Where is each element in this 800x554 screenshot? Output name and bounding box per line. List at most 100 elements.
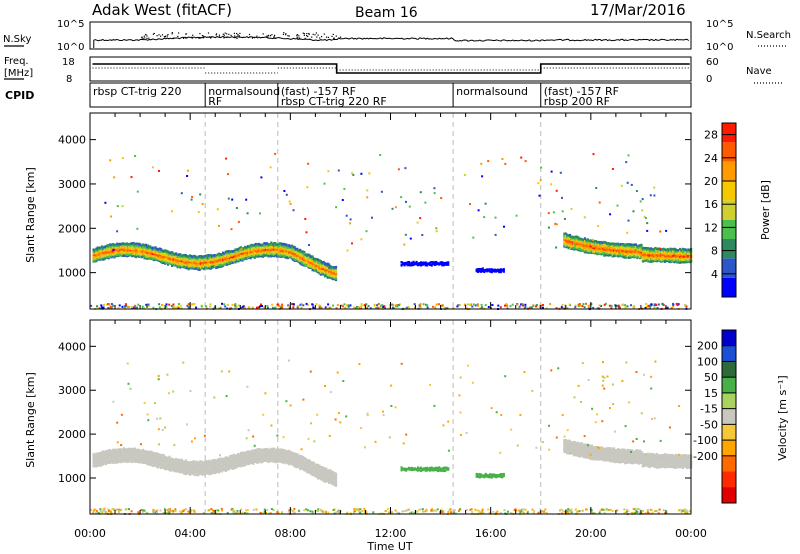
- power-cell: [246, 248, 249, 252]
- power-noise: [340, 304, 343, 307]
- power-cell: [669, 251, 672, 255]
- power-cell: [568, 242, 571, 245]
- vel-cell: [224, 458, 227, 461]
- vel-cell: [332, 480, 335, 484]
- power-cell: [106, 250, 109, 254]
- nsearch-point: [283, 32, 285, 34]
- power-noise: [373, 304, 376, 307]
- power-sporadic: [225, 157, 228, 160]
- power-cell: [311, 265, 314, 269]
- vel-cell: [155, 452, 159, 455]
- power-cell: [481, 267, 484, 270]
- vel-cell: [252, 460, 255, 463]
- power-cell: [286, 250, 289, 253]
- power-cell: [150, 256, 153, 259]
- power-cell: [93, 254, 97, 258]
- vel-cell: [319, 476, 322, 480]
- power-cell: [132, 250, 135, 253]
- vel-cell: [100, 463, 103, 466]
- power-sporadic: [440, 197, 443, 199]
- freq-unit: [MHz]: [4, 68, 33, 79]
- vel-cell: [168, 455, 171, 459]
- power-cell: [100, 248, 103, 252]
- power-cell: [100, 245, 103, 248]
- vel-cell: [246, 450, 249, 453]
- power-cell: [330, 266, 333, 269]
- power-sporadic: [283, 190, 286, 192]
- vel-cell: [328, 476, 331, 479]
- power-cell: [260, 248, 263, 251]
- power-cell: [103, 248, 106, 252]
- power-cell: [445, 263, 448, 266]
- power-cell: [275, 248, 278, 251]
- power-noise: [566, 307, 569, 310]
- power-cell: [226, 263, 229, 266]
- power-sporadic: [653, 186, 656, 189]
- power-cell: [630, 245, 633, 249]
- vel-cell: [261, 458, 265, 461]
- vel-cell: [197, 461, 200, 465]
- power-noise: [306, 304, 309, 306]
- power-cell: [136, 242, 139, 246]
- vel-cell: [198, 472, 201, 475]
- power-cell: [652, 259, 655, 263]
- power-cell: [283, 252, 287, 255]
- power-noise: [281, 307, 283, 310]
- power-cell: [165, 261, 168, 264]
- power-cell: [643, 249, 646, 253]
- vel-cell: [330, 480, 333, 484]
- power-cell: [107, 244, 110, 247]
- power-sporadic: [404, 233, 407, 236]
- vel-cell: [289, 451, 292, 454]
- power-cell: [652, 252, 655, 256]
- power-cell: [593, 246, 596, 250]
- power-cell: [154, 254, 157, 258]
- power-cell: [238, 253, 241, 257]
- power-cell: [245, 250, 248, 253]
- vel-cell: [113, 458, 116, 462]
- vel-cell: [237, 463, 240, 467]
- power-cell: [257, 247, 260, 250]
- nsearch-point: [315, 32, 317, 34]
- power-cell: [110, 248, 113, 252]
- vel-cell: [150, 455, 153, 458]
- power-noise: [398, 303, 401, 306]
- power-cell: [326, 273, 329, 276]
- power-cell: [122, 254, 125, 257]
- vel-cell: [241, 455, 244, 458]
- power-cell: [215, 254, 218, 258]
- nsearch-point: [299, 37, 301, 39]
- power-cell: [641, 256, 644, 259]
- power-cell: [683, 250, 686, 254]
- power-cell: [235, 257, 238, 261]
- power-cell: [590, 241, 593, 245]
- vel-cell: [312, 466, 316, 469]
- power-cell: [412, 263, 415, 266]
- power-cell: [202, 257, 205, 260]
- vel-cell: [256, 454, 259, 457]
- vel-cell: [224, 469, 227, 473]
- vel-cell: [125, 448, 128, 452]
- power-cell: [136, 254, 139, 257]
- power-noise: [256, 306, 258, 309]
- power-noise: [516, 303, 519, 306]
- power-noise: [541, 304, 544, 306]
- power-cell: [98, 246, 101, 250]
- power-cell: [288, 244, 291, 247]
- power-cell: [228, 262, 232, 265]
- power-noise: [396, 305, 399, 308]
- vel-cell: [563, 450, 566, 453]
- power-cell: [182, 263, 185, 267]
- power-cell: [622, 255, 625, 259]
- power-cell: [588, 246, 591, 250]
- vel-cell: [312, 461, 316, 465]
- power-cell: [659, 248, 662, 252]
- power-cell: [237, 252, 240, 256]
- vel-cell: [318, 464, 321, 468]
- power-cell: [579, 247, 582, 251]
- power-cell: [581, 246, 584, 249]
- power-cell: [333, 277, 336, 281]
- power-colorbar-swatch: [722, 258, 736, 278]
- power-cell: [683, 258, 686, 261]
- power-sporadic: [433, 187, 436, 190]
